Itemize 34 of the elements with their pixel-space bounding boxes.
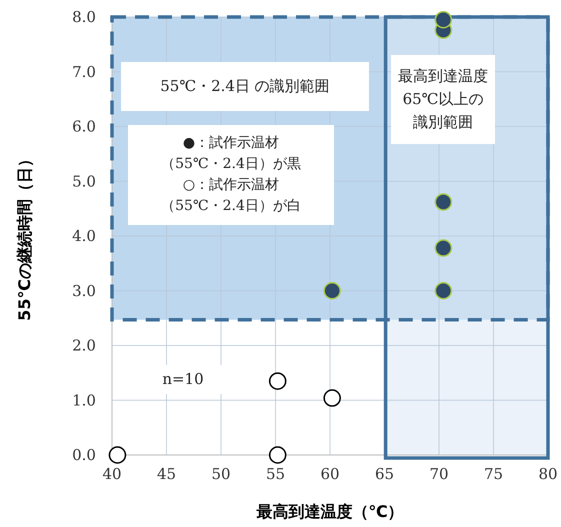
x-tick-label: 60 (320, 465, 340, 483)
point (108, 446, 126, 464)
x-tick-label: 55 (266, 465, 286, 483)
y-tick-label: 7.0 (72, 62, 96, 81)
y-tick-label: 3.0 (72, 282, 96, 300)
x-tick-label: 45 (156, 465, 176, 483)
point (434, 193, 452, 211)
annotation: ○：試作示温材（55℃・2.4日）が白 (160, 176, 302, 216)
point (434, 282, 452, 300)
y-tick-label: 1.0 (72, 391, 96, 410)
x-tick-label: 75 (484, 465, 504, 483)
y-tick-label: 5.0 (72, 172, 96, 190)
label-box: ●：試作示温材（55℃・2.4日）が黒 ○：試作示温材（55℃・2.4日）が白 (128, 125, 334, 225)
point (268, 372, 286, 390)
y-tick-label: 6.0 (72, 118, 96, 136)
label-box: 55℃・2.4日 の識別範囲 (121, 62, 369, 111)
point (323, 389, 341, 407)
y-tick-label: 8.0 (72, 8, 96, 26)
y-tick-label: 0.0 (72, 446, 96, 464)
y-tick-label: 2.0 (72, 336, 96, 354)
y-tick-label: 4.0 (72, 227, 96, 245)
x-tick-label: 70 (429, 465, 449, 483)
x-tick-label: 40 (102, 465, 122, 483)
x-tick-label: 50 (211, 465, 231, 483)
x-axis-title: 最高到達温度（℃） (255, 502, 404, 521)
point (434, 10, 452, 28)
point (434, 239, 452, 257)
y-axis-title: 55℃の継続時間（日） (15, 151, 34, 321)
annotation: ●：試作示温材（55℃・2.4日）が黒 (160, 134, 302, 174)
x-tick-label: 65 (374, 465, 394, 483)
point (268, 446, 286, 464)
label-box: 最高到達温度65℃以上の識別範囲 (391, 55, 495, 144)
point (323, 282, 341, 300)
x-tick-label: 80 (538, 465, 558, 483)
